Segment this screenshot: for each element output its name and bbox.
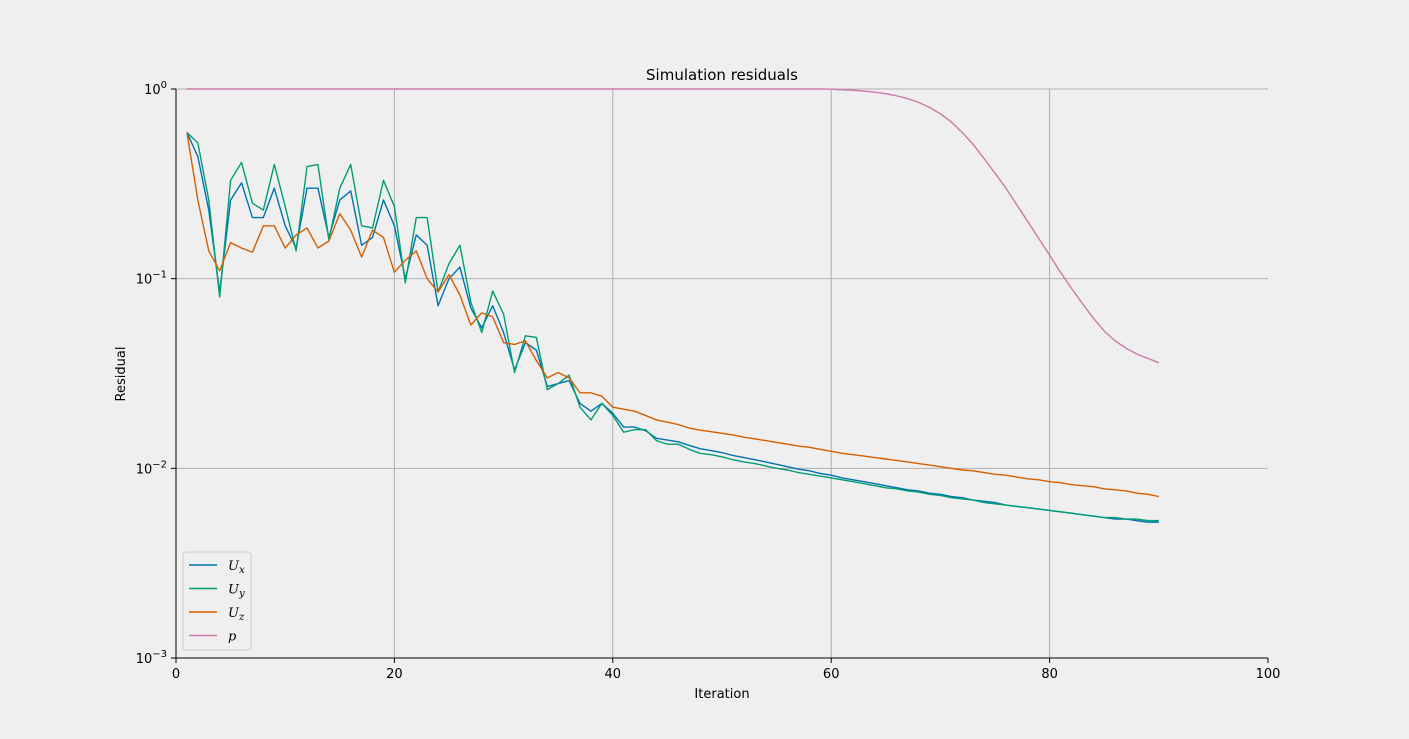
x-tick-label: 40 — [605, 667, 622, 682]
series-line-p — [186, 88, 1160, 364]
x-tick-label: 60 — [823, 667, 840, 682]
x-axis-title: Iteration — [694, 687, 749, 702]
x-tick-label: 80 — [1041, 667, 1058, 682]
x-axis-ticks: 0 20 40 60 80 100 — [172, 658, 1281, 682]
series-line-ux — [186, 132, 1159, 523]
legend-label: Uz — [228, 606, 245, 623]
legend-box — [182, 551, 252, 651]
legend-label: Uy — [228, 583, 245, 600]
y-tick-label: 100 — [144, 80, 167, 98]
legend-label: p — [228, 630, 237, 645]
y-tick-label: 10−1 — [136, 270, 167, 288]
y-axis-ticks: 10−3 10−2 10−1 100 — [136, 80, 176, 667]
legend: Ux Uy Uz p — [182, 551, 252, 651]
y-tick-label: 10−2 — [136, 459, 167, 477]
series-line-uz — [186, 132, 1159, 498]
series-line-uy — [186, 131, 1159, 522]
y-axis-title: Residual — [114, 347, 129, 402]
chart-title: Simulation residuals — [646, 66, 798, 84]
x-tick-label: 20 — [386, 667, 403, 682]
y-tick-label: 10−3 — [136, 649, 167, 667]
series-lines — [186, 88, 1160, 523]
x-tick-label: 0 — [172, 667, 180, 682]
legend-label: Ux — [228, 559, 245, 576]
x-tick-label: 100 — [1256, 667, 1281, 682]
